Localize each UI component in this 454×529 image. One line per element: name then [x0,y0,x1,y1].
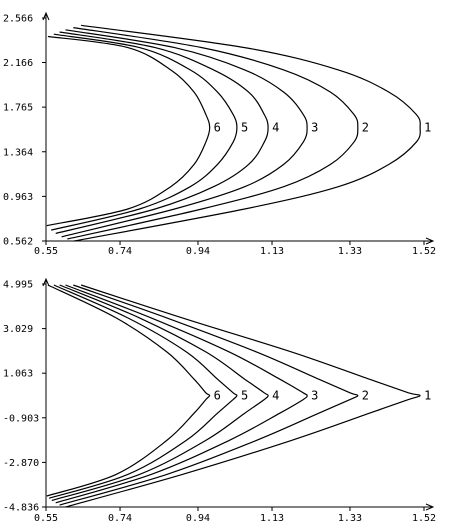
y-tick-label: -2.870 [3,458,39,469]
series-line-3 [61,29,308,238]
series-line-4 [51,284,269,502]
series-label: 5 [241,121,248,135]
y-tick-label: 4.995 [3,280,33,291]
series-label: 3 [311,121,318,135]
x-tick-label: 0.94 [186,513,210,524]
series-line-4 [55,31,269,234]
series-line-6 [46,35,211,227]
series-label: 4 [272,388,279,402]
x-tick-label: 0.55 [34,246,58,257]
x-tick-label: 1.52 [412,513,436,524]
series-line-2 [67,27,359,240]
x-axis-arrow [425,503,435,511]
series-label: 3 [311,388,318,402]
y-tick-label: 1.765 [3,103,33,114]
series-line-1 [65,284,421,508]
series-label: 1 [424,121,431,135]
y-tick-label: 1.063 [3,369,33,380]
series-label: 2 [362,388,369,402]
series-label: 2 [362,121,369,135]
series-label: 5 [241,388,248,402]
chart-panel-1: 0.562 0.963 1.364 1.765 2.166 2.566 0.55 0.74 0.… [3,11,436,257]
y-tick-label: 0.562 [3,237,33,248]
x-tick-label: 0.74 [108,246,132,257]
series-line-1 [73,24,421,242]
x-tick-label: 0.55 [34,513,58,524]
series-line-3 [55,284,308,504]
series-label: 1 [424,388,431,402]
series-line-6 [46,284,211,497]
series-line-5 [48,284,238,499]
series-label: 6 [214,121,221,135]
x-tick-label: 0.94 [186,246,210,257]
y-tick-label: -0.903 [3,413,39,424]
series-line-2 [59,284,359,506]
y-tick-label: 2.166 [3,58,33,69]
x-tick-label: 1.33 [338,246,362,257]
y-tick-label: -4.836 [3,503,39,514]
x-tick-label: 1.13 [260,246,284,257]
x-tick-label: 1.13 [260,513,284,524]
y-tick-label: 1.364 [3,147,33,158]
series-line-5 [50,33,238,231]
x-tick-label: 1.33 [338,513,362,524]
x-tick-label: 1.52 [412,246,436,257]
series-label: 4 [272,121,279,135]
y-tick-label: 2.566 [3,14,33,25]
series-label: 6 [214,388,221,402]
x-axis-arrow [425,237,435,245]
chart-panel-2: -4.836 -2.870 -0.903 1.063 3.029 4.995 0.55 0.7… [3,277,436,524]
y-tick-label: 0.963 [3,192,33,203]
x-tick-label: 0.74 [108,513,132,524]
y-tick-label: 3.029 [3,324,33,335]
